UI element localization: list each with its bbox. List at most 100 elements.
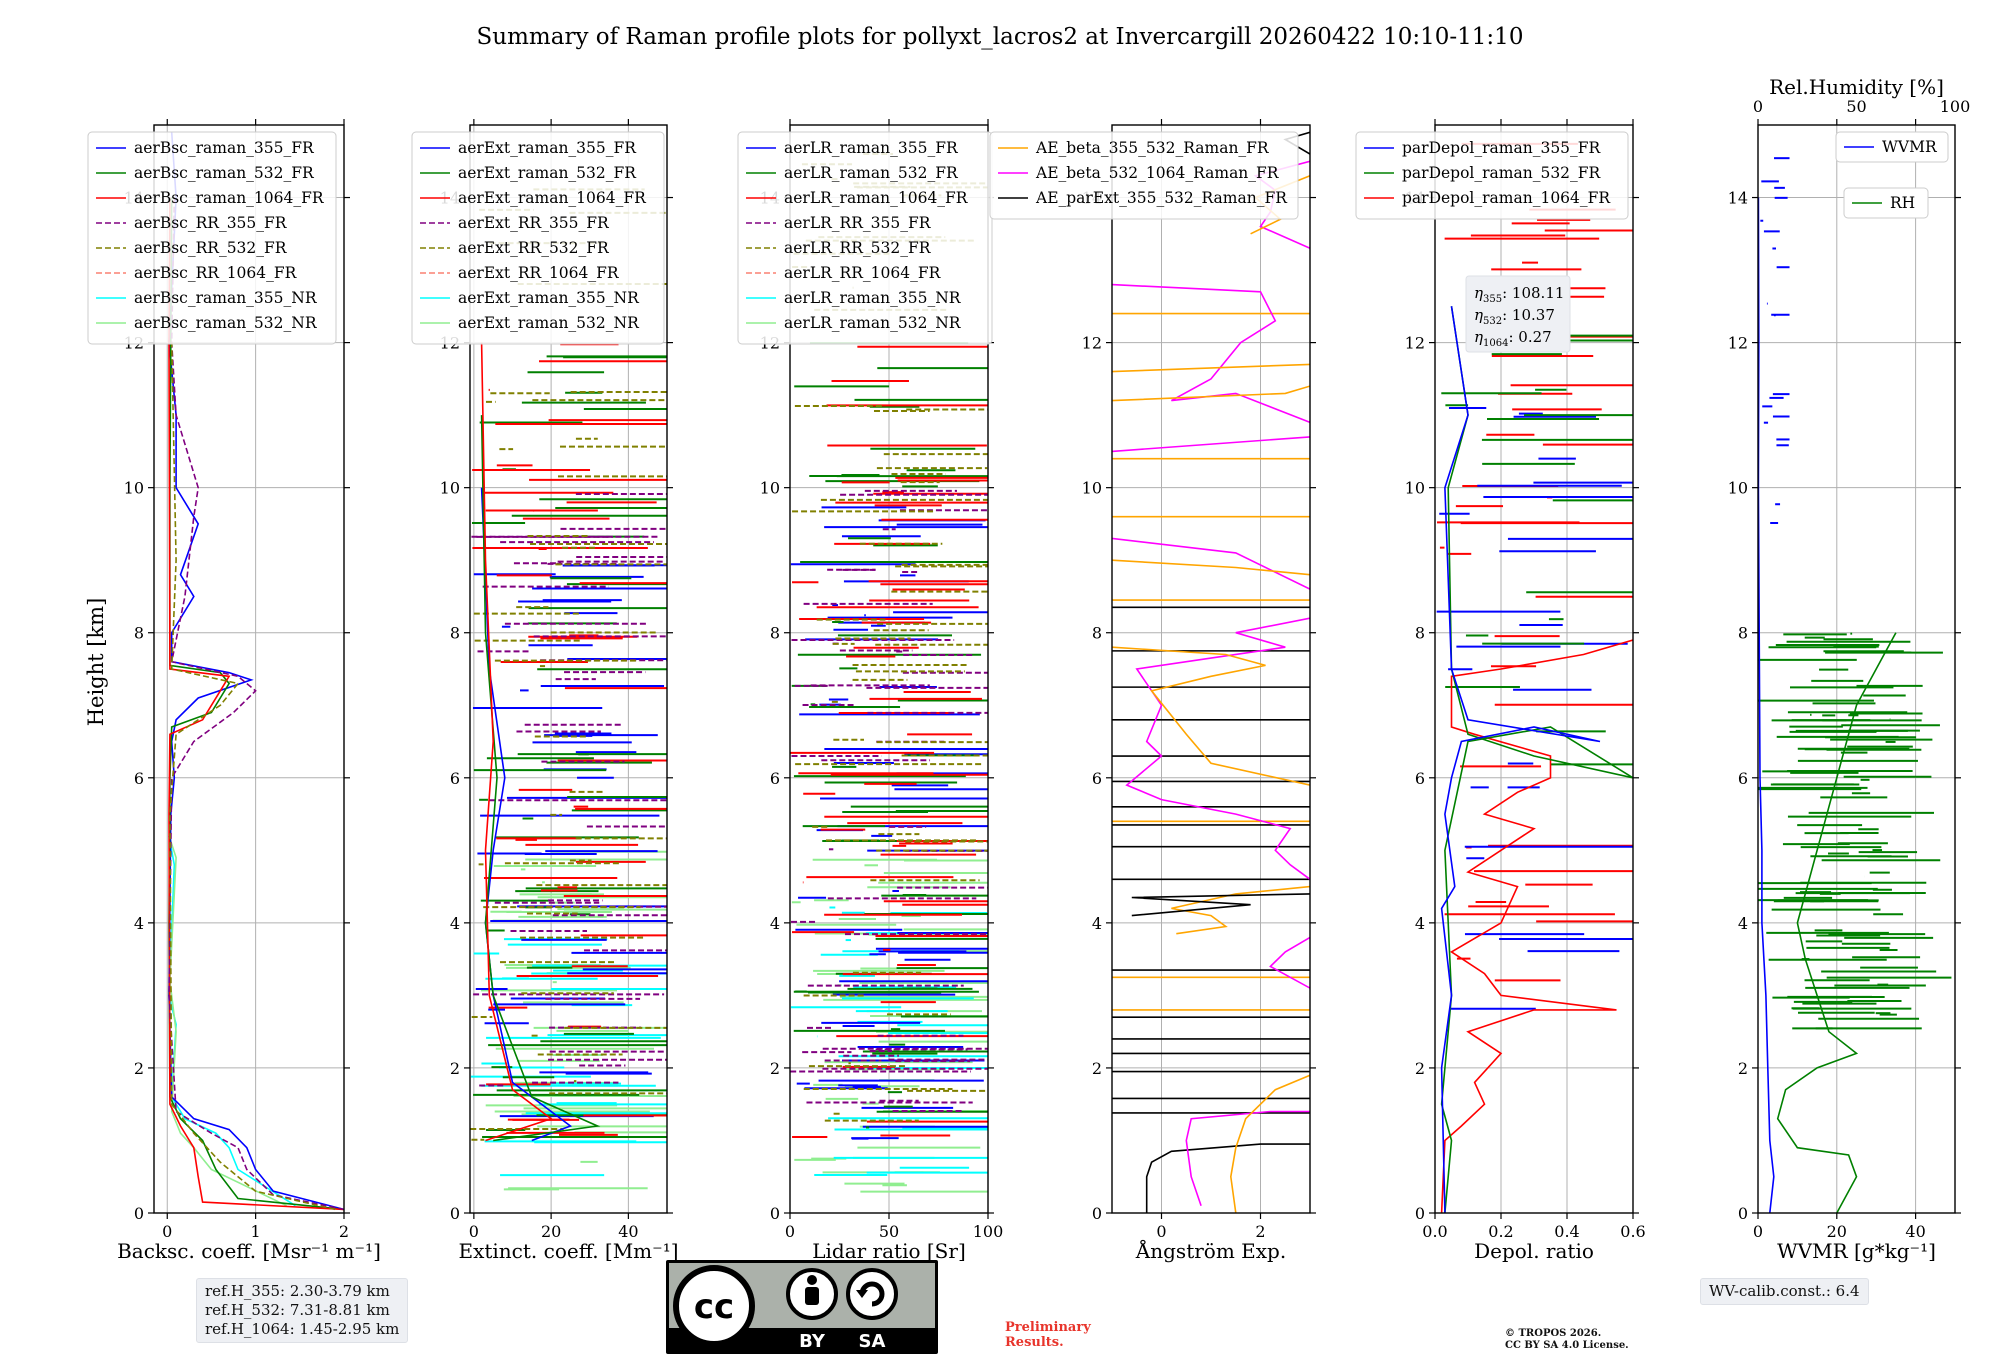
- legend-label: aerBsc_raman_1064_FR: [134, 189, 325, 207]
- y-tick-label: 0: [1738, 1204, 1748, 1223]
- x-tick-label: 20: [541, 1222, 561, 1241]
- wv-calibration-box: WV-calib.const.: 6.4: [1700, 1278, 1869, 1305]
- legend-label: aerBsc_RR_1064_FR: [134, 264, 298, 282]
- ref-height-532: ref.H_532: 7.31-8.81 km: [205, 1301, 390, 1319]
- top-tick-label: 100: [1940, 97, 1971, 116]
- by-label: BY: [799, 1331, 826, 1352]
- y-tick-label: 6: [1415, 769, 1425, 788]
- legend-label: aerBsc_raman_532_NR: [134, 314, 318, 332]
- legend-label: aerExt_raman_355_FR: [458, 139, 637, 157]
- legend-label: AE_beta_532_1064_Raman_FR: [1035, 164, 1280, 182]
- y-tick-label: 4: [1092, 914, 1102, 933]
- y-tick-label: 4: [134, 914, 144, 933]
- series-line: [1112, 363, 1310, 373]
- reference-heights-box: ref.H_355: 2.30-3.79 km ref.H_532: 7.31-…: [196, 1278, 409, 1343]
- legend-label: aerExt_RR_355_FR: [458, 214, 610, 232]
- y-tick-label: 4: [770, 914, 780, 933]
- axes-frame: [1434, 124, 1634, 1214]
- series-line: [168, 835, 296, 1207]
- legend-label: aerLR_raman_1064_FR: [784, 189, 969, 207]
- series-line: [1229, 1074, 1310, 1213]
- y-tick-label: 6: [1738, 769, 1748, 788]
- legend-label: aerBsc_raman_355_NR: [134, 289, 318, 307]
- preliminary-line-2: Results.: [1005, 1335, 1064, 1350]
- y-tick-label: 8: [1738, 624, 1748, 643]
- panel-3: 02468101214050100Lidar ratio [Sr]aerLR_r…: [737, 119, 1004, 1263]
- sa-label: SA: [859, 1331, 886, 1352]
- axes-frame: [153, 124, 345, 1214]
- y-tick-label: 6: [770, 769, 780, 788]
- series-line: [1112, 537, 1310, 590]
- series-line: [1145, 1143, 1310, 1213]
- y-tick-label: 0: [450, 1204, 460, 1223]
- series-line: [1440, 639, 1633, 1213]
- series-line: [1440, 306, 1601, 1213]
- wv-calibration-constant: WV-calib.const.: 6.4: [1709, 1282, 1860, 1300]
- y-tick-label: 10: [760, 479, 780, 498]
- top-axis-label: Rel.Humidity [%]: [1769, 75, 1944, 99]
- series-line: [1440, 306, 1633, 1213]
- y-tick-label: 2: [1415, 1059, 1425, 1078]
- x-tick-label: 0: [162, 1222, 172, 1241]
- y-tick-label: 10: [1082, 479, 1102, 498]
- legend-label: aerBsc_RR_355_FR: [134, 214, 288, 232]
- y-tick-label: 4: [450, 914, 460, 933]
- cc-by-sa-license-badge: cc BY SA: [666, 1260, 938, 1354]
- x-tick-label: 100: [973, 1222, 1004, 1241]
- eta-value: η355: 108.11: [1474, 284, 1564, 305]
- series-line: [1112, 436, 1310, 453]
- y-tick-label: 2: [770, 1059, 780, 1078]
- panel-1: 02468101214012Backsc. coeff. [Msr⁻¹ m⁻¹]…: [87, 119, 381, 1263]
- y-tick-label: 6: [450, 769, 460, 788]
- y-tick-label: 8: [134, 624, 144, 643]
- eta-box: [1465, 275, 1571, 353]
- y-tick-label: 10: [124, 479, 144, 498]
- series-line: [1125, 617, 1310, 880]
- preliminary-line-1: Preliminary: [1005, 1320, 1091, 1335]
- legend-label: aerExt_raman_532_NR: [458, 314, 640, 332]
- cc-logo: cc: [673, 1265, 755, 1347]
- y-tick-label: 0: [1092, 1204, 1102, 1223]
- legend-label: aerLR_raman_532_NR: [784, 314, 962, 332]
- series-line: [480, 415, 601, 1142]
- x-tick-label: 0.2: [1488, 1222, 1513, 1241]
- legend-label: aerLR_raman_532_FR: [784, 164, 959, 182]
- series-line: [1758, 197, 1775, 1213]
- legend-label: aerExt_RR_1064_FR: [458, 264, 620, 282]
- x-tick-label: 0: [785, 1222, 795, 1241]
- series-line: [168, 197, 344, 1211]
- legend-frame: [1835, 131, 1949, 163]
- y-tick-label: 4: [1415, 914, 1425, 933]
- x-tick-label: 0: [469, 1222, 479, 1241]
- x-tick-label: 0.6: [1620, 1222, 1645, 1241]
- legend-label: parDepol_raman_355_FR: [1402, 139, 1602, 157]
- top-tick-label: 0: [1753, 97, 1763, 116]
- copyright-notice: © TROPOS 2026. CC BY SA 4.0 License.: [1505, 1328, 1629, 1352]
- legend-frame: [87, 131, 337, 345]
- axes-frame: [469, 124, 668, 1214]
- legend-label: aerLR_raman_355_NR: [784, 289, 962, 307]
- legend-label: aerExt_raman_355_NR: [458, 289, 640, 307]
- series-line: [1112, 646, 1310, 786]
- plot-area: [1112, 131, 1310, 1213]
- y-tick-label: 0: [770, 1204, 780, 1223]
- x-tick-label: 40: [618, 1222, 638, 1241]
- legend-label: aerLR_RR_532_FR: [784, 239, 932, 257]
- y-tick-label: 8: [450, 624, 460, 643]
- cc-logo-text: cc: [694, 1287, 734, 1327]
- axes-frame: [1111, 124, 1311, 1214]
- legend: parDepol_raman_355_FR parDepol_raman_532_…: [1355, 131, 1629, 220]
- series-line: [1112, 559, 1310, 576]
- plot-area: [470, 188, 667, 1191]
- attribution-icon: [786, 1268, 838, 1320]
- x-tick-label: 2: [1255, 1222, 1265, 1241]
- x-axis-label: Extinct. coeff. [Mm⁻¹]: [458, 1239, 678, 1263]
- series-line: [1269, 936, 1310, 989]
- series-line: [1112, 283, 1310, 424]
- copyright-line-2: CC BY SA 4.0 License.: [1505, 1340, 1629, 1351]
- panel-4: 0246810121402Ångström Exp.AE_beta_355_53…: [989, 119, 1316, 1263]
